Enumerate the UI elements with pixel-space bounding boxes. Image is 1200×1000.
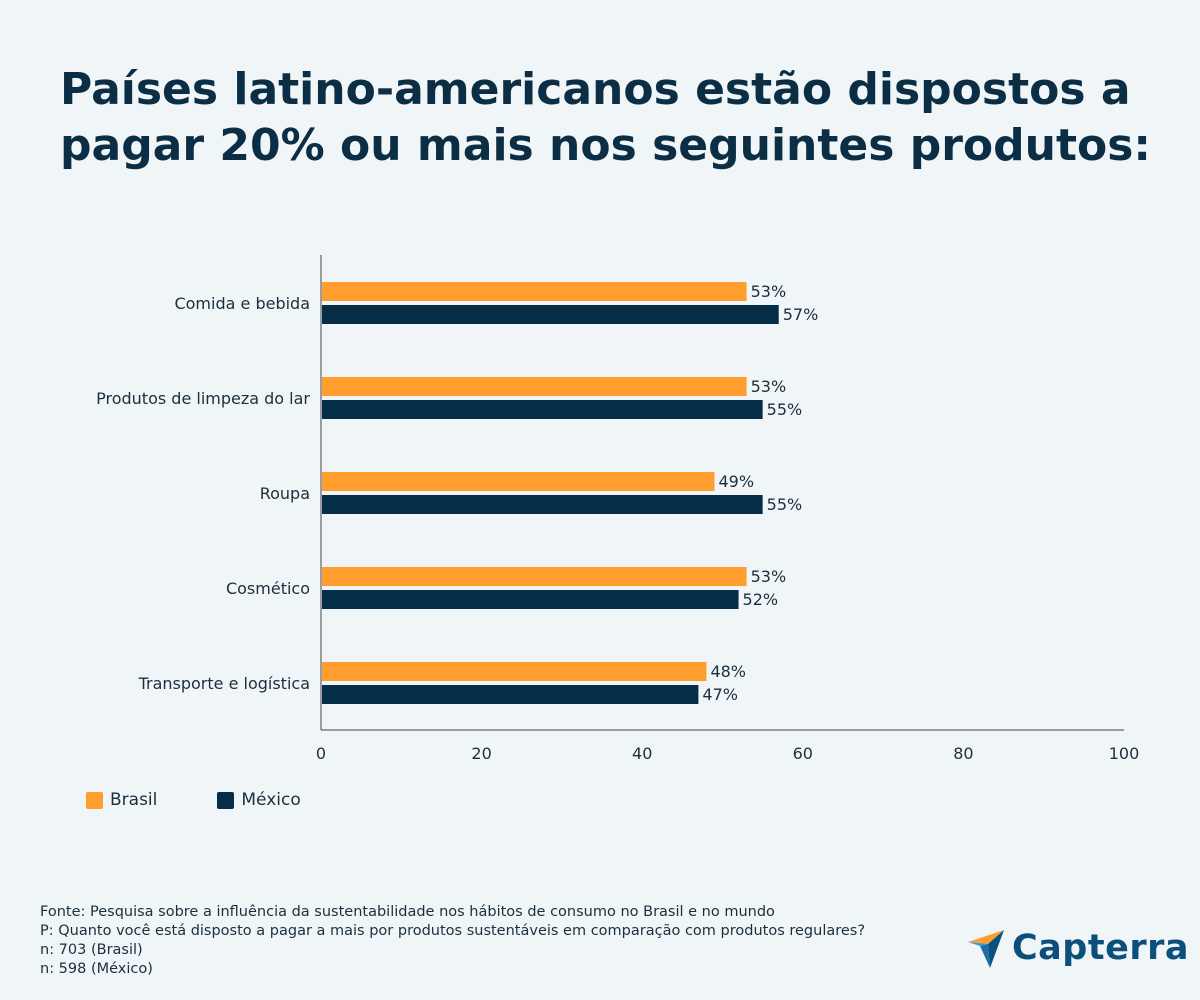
title-line-2: pagar 20% ou mais nos seguintes produtos… [60,120,1152,171]
data-label: 52% [743,590,779,609]
note-source: Fonte: Pesquisa sobre a influência da su… [40,904,775,920]
bar-brasil [322,472,715,491]
data-label: 53% [751,282,787,301]
note-question: P: Quanto você está disposto a pagar a m… [40,923,866,939]
capterra-arrow-icon [968,930,1004,968]
bar-brasil [322,567,747,586]
data-label: 55% [767,400,803,419]
bar-mexico [322,305,779,324]
legend-item-brasil: Brasil [86,790,157,810]
x-tick-label: 60 [793,744,813,763]
chart-title: Países latino-americanos estão dispostos… [60,62,1160,174]
legend-swatch-brasil [86,791,103,809]
source-notes: Fonte: Pesquisa sobre a influência da su… [40,903,865,979]
x-tick-label: 20 [471,744,491,763]
bar-mexico [322,685,699,704]
data-label: 47% [702,685,738,704]
data-label: 49% [718,472,754,491]
legend-label-mexico: México [241,790,301,810]
bar-mexico [322,495,763,514]
data-label: 55% [767,495,803,514]
note-sample-brasil: n: 703 (Brasil) [40,942,143,958]
data-label: 53% [751,567,787,586]
data-label: 48% [710,662,746,681]
category-label: Produtos de limpeza do lar [96,389,310,408]
legend: Brasil México [86,790,301,810]
data-label: 53% [751,377,787,396]
x-tick-label: 40 [632,744,652,763]
category-label: Comida e bebida [174,294,310,313]
category-label: Roupa [260,484,310,503]
x-tick-label: 0 [316,744,326,763]
bar-brasil [322,282,747,301]
bar-mexico [322,400,763,419]
note-sample-mexico: n: 598 (México) [40,961,153,977]
data-label: 57% [783,305,819,324]
capterra-wordmark: Capterra [1012,928,1189,968]
bar-chart: 0 20 40 60 80 100 Comida e bebida 53% 57% Produto… [96,255,1140,763]
legend-item-mexico: México [217,790,301,810]
category-label: Cosmético [226,579,310,598]
bar-mexico [322,590,739,609]
x-tick-label: 80 [953,744,973,763]
x-tick-label: 100 [1109,744,1140,763]
title-line-1: Países latino-americanos estão dispostos… [60,64,1131,115]
legend-swatch-mexico [217,791,235,809]
legend-label-brasil: Brasil [110,790,158,810]
bar-brasil [322,662,707,681]
capterra-logo: Capterra [966,928,1189,968]
category-label: Transporte e logística [138,674,310,693]
bar-brasil [322,377,747,396]
